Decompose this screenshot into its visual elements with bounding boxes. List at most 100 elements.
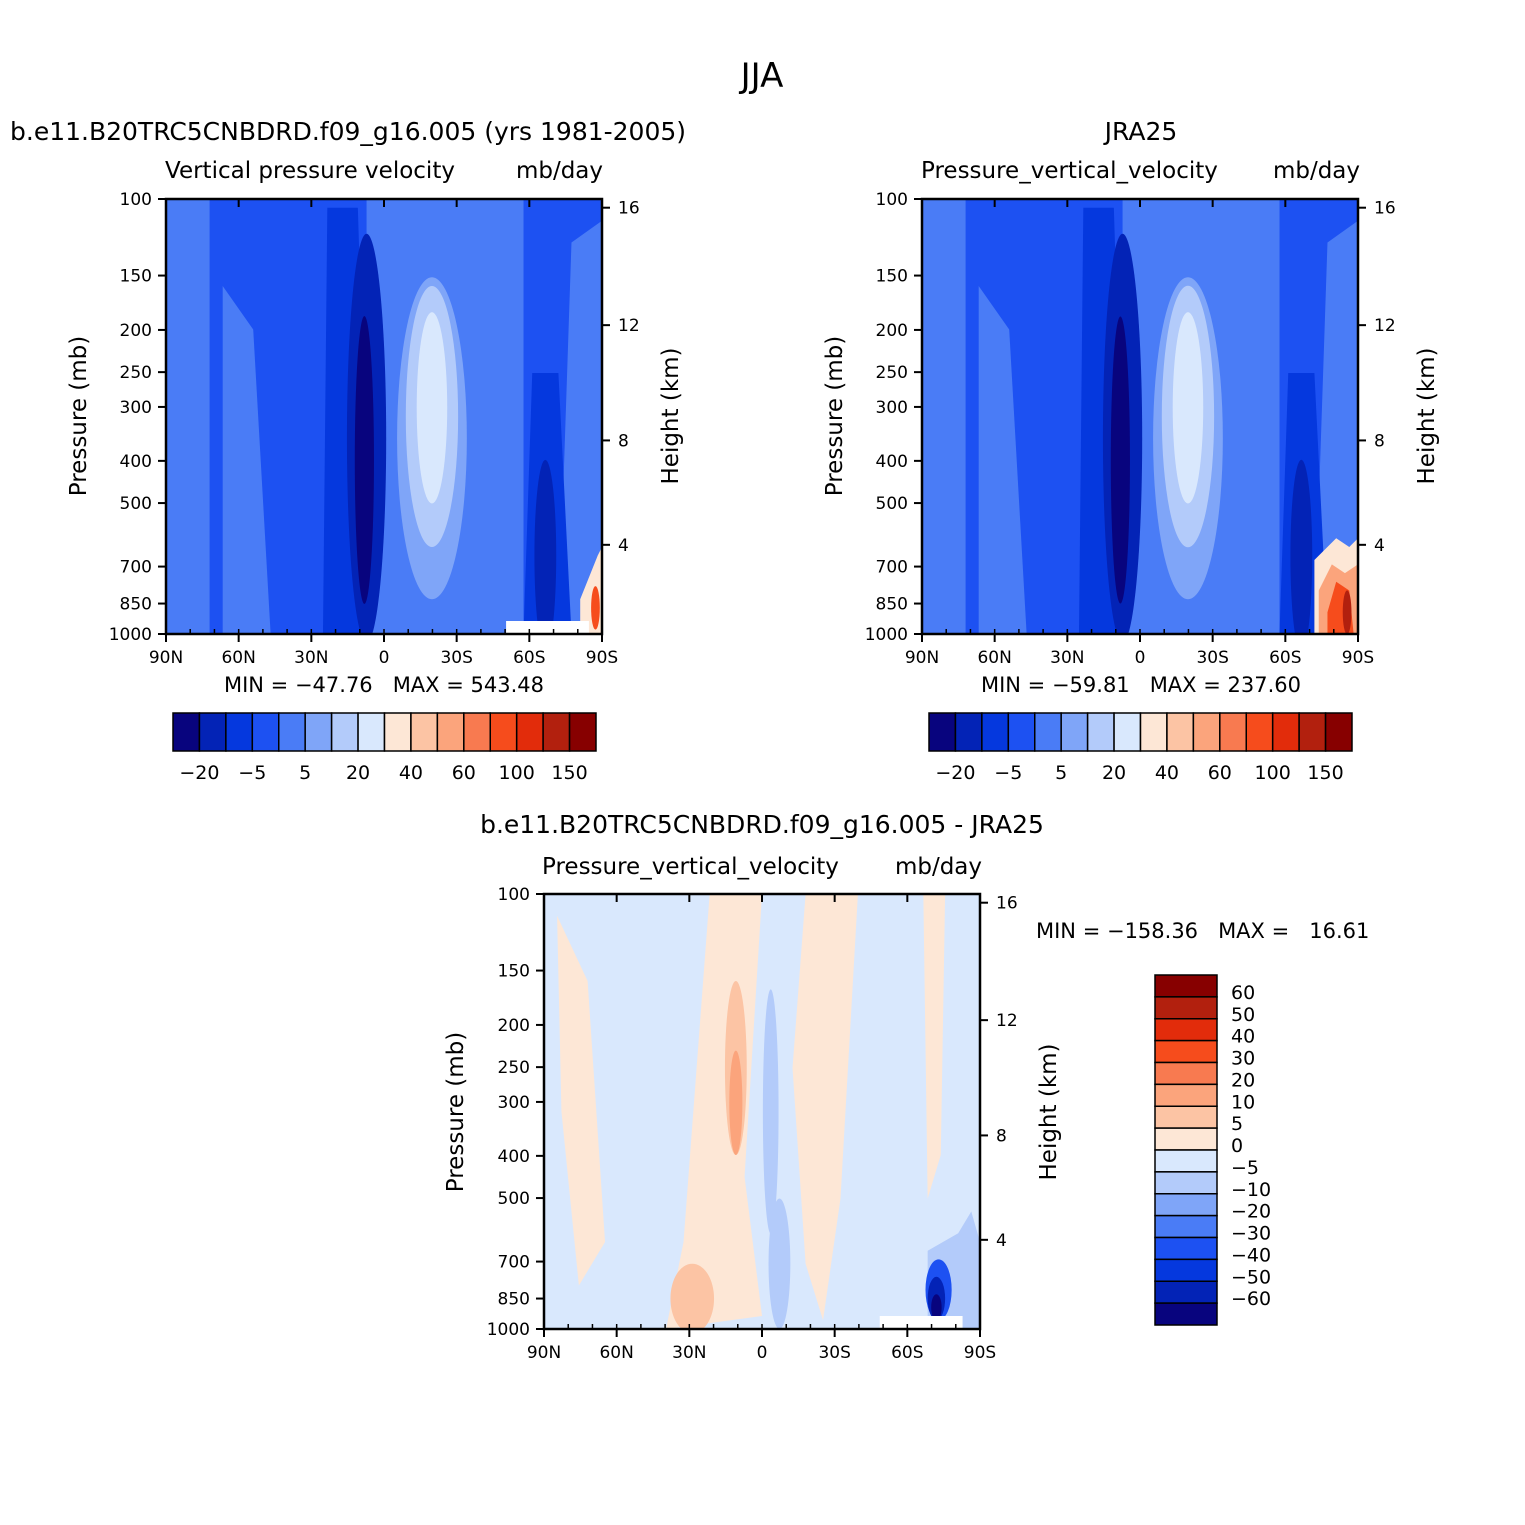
x-tick-label: 30N: [672, 1343, 706, 1363]
pressure-tick-label: 150: [120, 267, 152, 287]
colorbar-swatch: [1154, 1280, 1218, 1304]
pressure-tick-label: 250: [876, 363, 908, 383]
pressure-tick-label: 200: [498, 1016, 530, 1036]
colorbar-swatch: [568, 712, 597, 752]
height-tick-label: 4: [618, 536, 629, 556]
pressure-tick-label: 300: [498, 1093, 530, 1113]
x-tick-label: 0: [379, 648, 390, 668]
colorbar-swatch: [1154, 1193, 1218, 1217]
pressure-tick-label: 1000: [865, 625, 908, 645]
colorbar-swatch: [1245, 712, 1274, 752]
colorbar-label: 100: [499, 762, 535, 784]
x-tick-label: 60N: [599, 1343, 633, 1363]
colorbar-label: 150: [551, 762, 587, 784]
colorbar-label: −50: [1231, 1266, 1271, 1288]
colorbar-swatch: [1154, 1149, 1218, 1173]
panel-diff-stats: MIN = −158.36 MAX = 16.61: [1036, 919, 1369, 943]
colorbar-swatch: [1271, 712, 1300, 752]
colorbar-label: 50: [1231, 1004, 1255, 1026]
colorbar-swatch: [928, 712, 957, 752]
colorbar-swatch: [383, 712, 412, 752]
pressure-tick-label: 1000: [487, 1320, 530, 1340]
colorbar-swatch: [1154, 1018, 1218, 1042]
colorbar-label: 5: [1231, 1113, 1243, 1135]
plot-obs: 90N 60N 30N 0 30S 60S 90S 100 150 200 250 300 400 500…: [865, 190, 1396, 668]
pressure-tick-label: 500: [120, 494, 152, 514]
height-tick-label: 8: [1374, 431, 1385, 451]
colorbar-label: 60: [1231, 982, 1255, 1004]
x-tick-label: 60S: [891, 1343, 923, 1363]
x-tick-label: 30N: [294, 648, 328, 668]
colorbar-swatch: [1324, 712, 1353, 752]
colorbar-swatch: [515, 712, 544, 752]
colorbar-swatch: [463, 712, 491, 752]
colorbar-swatch: [1298, 712, 1327, 752]
colorbar-label: 5: [1055, 762, 1067, 784]
colorbar-swatch: [1219, 712, 1247, 752]
colorbar-swatch: [1192, 712, 1221, 752]
pressure-tick-label: 300: [876, 398, 908, 418]
height-tick-label: 16: [1374, 199, 1396, 219]
panel-model-ylabel: Pressure (mb): [66, 336, 92, 496]
x-tick-label: 90N: [149, 648, 183, 668]
contour-field: [544, 894, 980, 1329]
pressure-tick-label: 200: [876, 321, 908, 341]
colorbar-swatch: [1154, 1105, 1218, 1129]
pressure-tick-label: 100: [120, 190, 152, 210]
x-tick-label: 30S: [1196, 648, 1228, 668]
colorbar-swatch: [1060, 712, 1089, 752]
panel-model-stats: MIN = −47.76 MAX = 543.48: [224, 673, 544, 697]
x-tick-label: 60S: [513, 648, 545, 668]
panel-diff: b.e11.B20TRC5CNBDRD.f09_g16.005 - JRA25 …: [443, 810, 1369, 1363]
panel-model: b.e11.B20TRC5CNBDRD.f09_g16.005 (yrs 198…: [10, 117, 686, 784]
colorbar-label: 100: [1255, 762, 1291, 784]
colorbar-swatch: [1139, 712, 1168, 752]
contour-field: [922, 199, 1358, 634]
height-tick-label: 12: [1374, 316, 1396, 336]
colorbar-swatch: [1154, 1127, 1218, 1151]
x-tick-label: 0: [757, 1343, 768, 1363]
panel-diff-subtitle: Pressure_vertical_velocity: [542, 854, 839, 880]
panel-obs-subtitle: Pressure_vertical_velocity: [921, 158, 1218, 184]
colorbar-label: 5: [299, 762, 311, 784]
x-tick-label: 90N: [905, 648, 939, 668]
colorbar-label: 20: [346, 762, 370, 784]
colorbar-swatch: [251, 712, 280, 752]
height-tick-label: 8: [618, 431, 629, 451]
x-tick-label: 90S: [586, 648, 618, 668]
colorbar-swatch: [1154, 1083, 1218, 1107]
x-tick-label: 90S: [964, 1343, 996, 1363]
colorbar-swatch: [1154, 1236, 1218, 1261]
pressure-tick-label: 700: [876, 558, 908, 578]
pressure-tick-label: 100: [498, 885, 530, 905]
colorbar-swatch: [1154, 1061, 1218, 1086]
panel-diff-ylabel: Pressure (mb): [443, 1032, 469, 1192]
pressure-tick-label: 150: [876, 267, 908, 287]
colorbar-label: −10: [1231, 1179, 1271, 1201]
plot-diff: 90N 60N 30N 0 30S 60S 90S 100 150 200 250 300 400 500…: [487, 885, 1018, 1363]
colorbar-swatch: [1034, 712, 1062, 752]
colorbar-swatch: [410, 712, 439, 752]
x-tick-label: 60S: [1269, 648, 1301, 668]
contour-field: [166, 199, 602, 634]
colorbar-label: −20: [1231, 1201, 1271, 1223]
x-tick-label: 0: [1135, 648, 1146, 668]
colorbar-label: 150: [1307, 762, 1343, 784]
colorbar-swatch: [1154, 974, 1218, 998]
pressure-tick-label: 250: [498, 1058, 530, 1078]
colorbar-label: −5: [1231, 1157, 1259, 1179]
colorbar-swatch: [357, 712, 386, 752]
colorbar-swatch: [1154, 1258, 1218, 1282]
pressure-tick-label: 700: [498, 1253, 530, 1273]
pressure-tick-label: 400: [876, 452, 908, 472]
colorbar-label: 60: [452, 762, 476, 784]
x-tick-label: 30S: [818, 1343, 850, 1363]
colorbar-swatch: [1086, 712, 1115, 752]
colorbar-swatch: [1007, 712, 1036, 752]
pressure-tick-label: 200: [120, 321, 152, 341]
panel-obs-y2label: Height (km): [1414, 347, 1440, 484]
height-tick-label: 12: [618, 316, 640, 336]
colorbar-label: −40: [1231, 1244, 1271, 1266]
